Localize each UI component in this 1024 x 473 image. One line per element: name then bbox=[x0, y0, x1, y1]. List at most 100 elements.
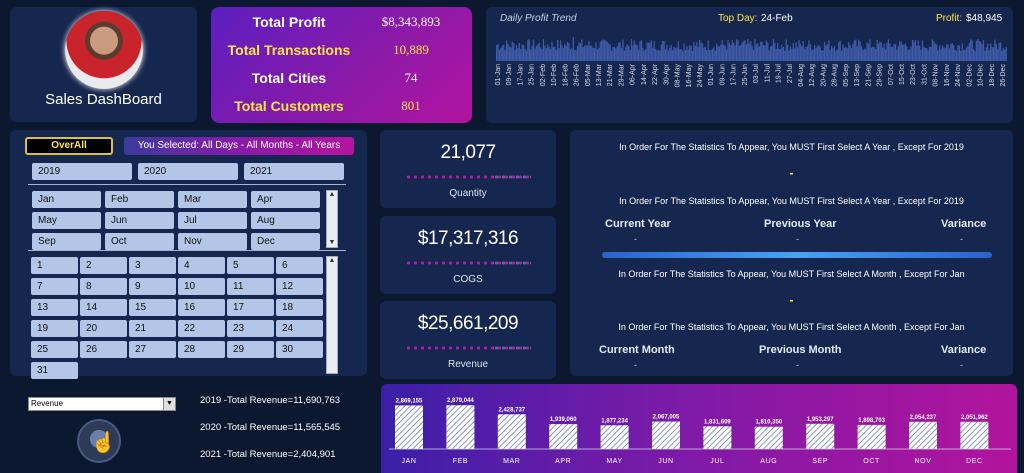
trend-bar bbox=[636, 45, 638, 61]
trend-bar bbox=[615, 48, 617, 61]
year-chip[interactable]: 2020 bbox=[138, 163, 238, 180]
day-chip[interactable]: 18 bbox=[276, 299, 323, 316]
bar-value-label: 1,953,297 bbox=[807, 417, 834, 423]
day-chip[interactable]: 3 bbox=[129, 257, 176, 274]
trend-bar bbox=[514, 50, 516, 61]
month-scrollbar[interactable]: ▲ ▼ bbox=[326, 190, 338, 248]
trend-x-tick: 13-Sep bbox=[854, 64, 861, 87]
day-chip[interactable]: 11 bbox=[227, 278, 274, 295]
trend-chart: 01-Jan 09-Jan 17-Jan 25-Jan 02-Feb 10-Feb 18-F… bbox=[495, 37, 1007, 87]
trend-bar bbox=[645, 49, 647, 61]
trend-bar bbox=[957, 45, 959, 61]
month-chip[interactable]: Sep bbox=[32, 233, 101, 250]
trend-bar bbox=[498, 49, 501, 61]
day-chip[interactable]: 17 bbox=[227, 299, 274, 316]
trend-x-tick: 16-Nov bbox=[944, 64, 951, 87]
trend-bar bbox=[855, 39, 857, 61]
month-chip[interactable]: May bbox=[32, 212, 101, 229]
touch-icon[interactable]: ☝ bbox=[77, 419, 121, 463]
trend-bar bbox=[833, 46, 836, 61]
day-chip[interactable]: 20 bbox=[80, 320, 127, 337]
trend-bar bbox=[576, 46, 579, 61]
metric-value: $17,317,316 bbox=[417, 228, 519, 249]
day-chip[interactable]: 16 bbox=[178, 299, 225, 316]
day-chip[interactable]: 26 bbox=[80, 341, 127, 358]
trend-bar bbox=[521, 44, 523, 61]
day-chip[interactable]: 10 bbox=[178, 278, 225, 295]
trend-bar bbox=[679, 49, 681, 61]
month-chip[interactable]: Apr bbox=[251, 191, 320, 208]
trend-bar bbox=[561, 45, 563, 61]
month-chip[interactable]: Jun bbox=[105, 212, 174, 229]
trend-bar bbox=[821, 50, 823, 61]
day-chip[interactable]: 25 bbox=[31, 341, 78, 358]
overall-button[interactable]: OverAll bbox=[25, 137, 113, 155]
trend-bar bbox=[823, 42, 826, 61]
day-chip[interactable]: 13 bbox=[31, 299, 78, 316]
month-chip[interactable]: Jul bbox=[178, 212, 247, 229]
trend-bar bbox=[909, 49, 911, 61]
trend-bar bbox=[951, 43, 953, 61]
month-chip[interactable]: Feb bbox=[105, 191, 174, 208]
trend-bar bbox=[961, 43, 963, 61]
day-chip[interactable]: 24 bbox=[276, 320, 323, 337]
trend-bar bbox=[552, 46, 555, 61]
scroll-up-icon[interactable]: ▲ bbox=[328, 191, 336, 198]
day-chip[interactable]: 2 bbox=[80, 257, 127, 274]
day-chip[interactable]: 5 bbox=[227, 257, 274, 274]
trend-bar bbox=[618, 42, 620, 61]
day-chip[interactable]: 8 bbox=[80, 278, 127, 295]
trend-bar bbox=[677, 41, 679, 61]
day-chip[interactable]: 27 bbox=[129, 341, 176, 358]
month-chip[interactable]: Dec bbox=[251, 233, 320, 250]
year-chip[interactable]: 2021 bbox=[244, 163, 344, 180]
day-chip[interactable]: 7 bbox=[31, 278, 78, 295]
scroll-up-icon[interactable]: ▲ bbox=[328, 257, 336, 264]
trend-bar bbox=[703, 47, 705, 61]
day-chip[interactable]: 28 bbox=[178, 341, 225, 358]
chevron-down-icon[interactable]: ▼ bbox=[163, 398, 175, 410]
trend-bar bbox=[804, 48, 806, 61]
trend-bar bbox=[869, 39, 871, 61]
month-chip[interactable]: Mar bbox=[178, 191, 247, 208]
day-chip[interactable]: 4 bbox=[178, 257, 225, 274]
trend-bar bbox=[754, 39, 756, 61]
trend-bar bbox=[652, 48, 654, 61]
day-chip[interactable]: 1 bbox=[31, 257, 78, 274]
day-chip[interactable]: 12 bbox=[276, 278, 323, 295]
day-chip[interactable]: 15 bbox=[129, 299, 176, 316]
trend-bar bbox=[616, 46, 618, 61]
month-chip[interactable]: Oct bbox=[105, 233, 174, 250]
trend-bar bbox=[910, 46, 912, 61]
day-scrollbar[interactable]: ▲ bbox=[326, 256, 338, 374]
year-chip[interactable]: 2019 bbox=[32, 163, 132, 180]
trend-bar bbox=[548, 47, 550, 61]
metric-dropdown[interactable]: Revenue ▼ bbox=[28, 397, 176, 411]
day-chip[interactable]: 14 bbox=[80, 299, 127, 316]
month-chip[interactable]: Aug bbox=[251, 212, 320, 229]
day-chip[interactable]: 6 bbox=[276, 257, 323, 274]
year-placeholder: - bbox=[789, 166, 794, 180]
day-chip[interactable]: 21 bbox=[129, 320, 176, 337]
day-chip[interactable]: 22 bbox=[178, 320, 225, 337]
bar-value-label: 2,428,737 bbox=[498, 407, 525, 413]
scroll-down-icon[interactable]: ▼ bbox=[328, 239, 336, 246]
day-chip[interactable]: 31 bbox=[31, 362, 78, 379]
trend-bar bbox=[867, 43, 870, 61]
day-chip[interactable]: 19 bbox=[31, 320, 78, 337]
top-day-label: Top Day: bbox=[718, 13, 758, 24]
day-chip[interactable]: 23 bbox=[227, 320, 274, 337]
day-chip[interactable]: 30 bbox=[276, 341, 323, 358]
trend-bar bbox=[874, 49, 877, 61]
month-chip[interactable]: Nov bbox=[178, 233, 247, 250]
trend-bar bbox=[900, 42, 902, 61]
trend-bar bbox=[666, 45, 668, 61]
trend-bar bbox=[591, 45, 593, 61]
trend-bar bbox=[635, 43, 637, 61]
day-chip[interactable]: 29 bbox=[227, 341, 274, 358]
month-chip[interactable]: Jan bbox=[32, 191, 101, 208]
day-chip[interactable]: 9 bbox=[129, 278, 176, 295]
trend-bar bbox=[988, 50, 990, 61]
trend-x-tick: 17-Jan bbox=[517, 64, 524, 86]
trend-bar bbox=[923, 46, 925, 61]
